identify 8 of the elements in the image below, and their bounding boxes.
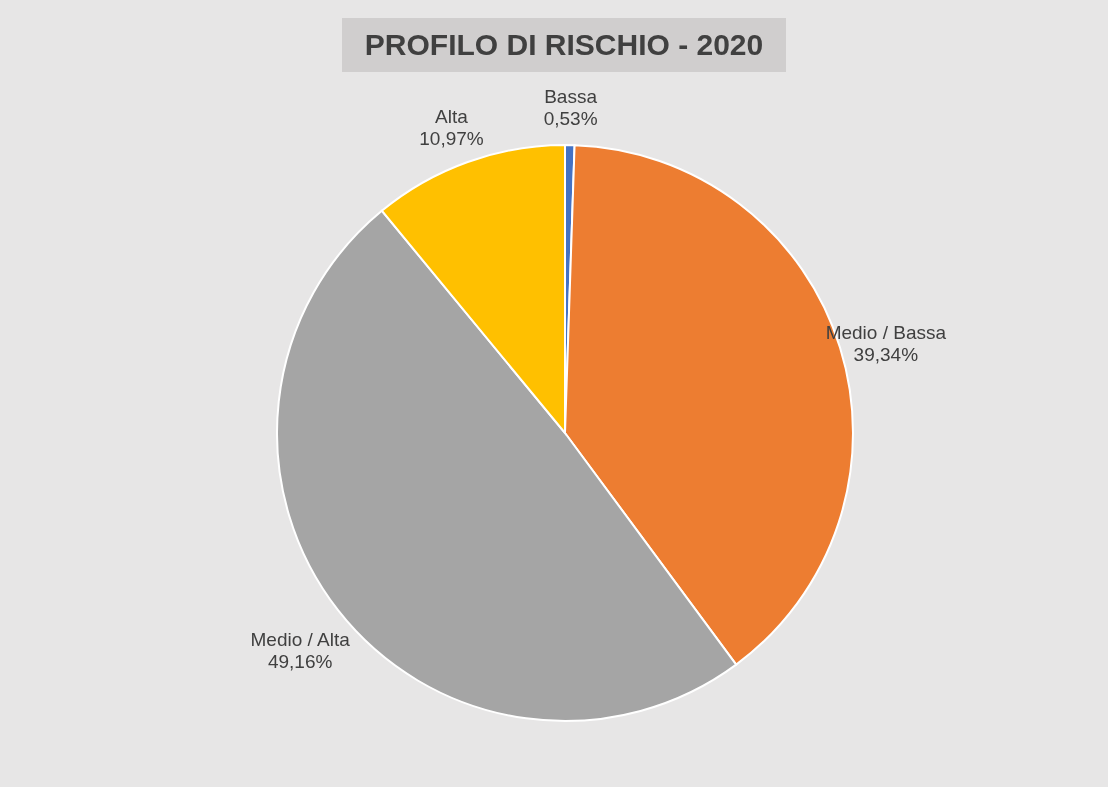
slice-label: Alta [435, 105, 469, 127]
slice-label: Medio / Alta [250, 628, 351, 650]
slice-label: Bassa [544, 86, 598, 108]
data-label: 39,34% [853, 344, 919, 366]
data-label: 10,97% [419, 127, 484, 149]
data-label: 0,53% [543, 108, 598, 130]
chart-title: PROFILO DI RISCHIO - 2020 [364, 28, 764, 61]
data-label: 49,16% [267, 650, 333, 672]
